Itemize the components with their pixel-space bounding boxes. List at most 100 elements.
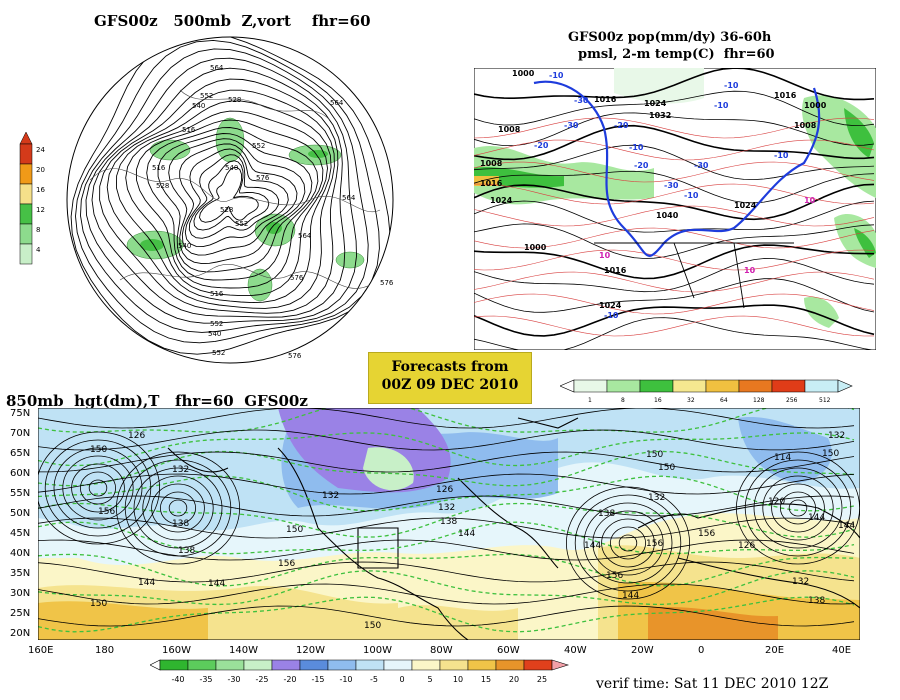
temp-scale-label: 15	[481, 675, 491, 684]
isobar	[474, 144, 875, 181]
height-label: 138	[172, 519, 189, 529]
temp-label: 10	[804, 196, 816, 205]
height-contour	[146, 127, 319, 281]
isobar	[474, 278, 875, 313]
vort-scale-label: 20	[36, 166, 45, 174]
temp-contour	[38, 450, 855, 487]
temp-scale-swatch	[327, 659, 357, 671]
height-label: 156	[278, 559, 295, 569]
height-label: 132	[792, 577, 809, 587]
temp-label: -30	[574, 96, 589, 105]
vort-scale-swatch	[19, 143, 33, 165]
height-label: 132	[648, 493, 665, 503]
temp-contour	[38, 408, 855, 433]
height-label: 540	[225, 164, 238, 172]
temp-isotherm	[474, 139, 875, 161]
height-contour	[574, 494, 682, 592]
height-contour	[753, 467, 843, 549]
height-contour	[80, 48, 369, 333]
height-label: 528	[156, 182, 169, 190]
pop-legend-arrow-left	[560, 379, 575, 393]
pressure-label: 1024	[734, 201, 757, 210]
vort-scale-bar: 24 20 16 12 8 4	[19, 132, 45, 265]
height-label: 126	[738, 541, 755, 551]
temp-isotherm	[474, 183, 875, 205]
temp-scale-label: 0	[399, 675, 404, 684]
height-contour	[618, 534, 638, 552]
temp-isotherm	[474, 117, 875, 139]
vort-scale-swatch	[19, 163, 33, 185]
height-contour	[151, 483, 205, 533]
height-contour	[116, 100, 332, 304]
pop-legend-swatch	[672, 379, 707, 393]
height-label: 576	[256, 174, 270, 182]
height-contour	[157, 133, 313, 273]
temp-label: -30	[694, 161, 709, 170]
pressure-label: 1000	[512, 69, 535, 78]
pressure-label: 1000	[524, 243, 547, 252]
temp-isotherm	[474, 293, 875, 315]
height-label: 144	[622, 591, 639, 601]
pressure-label: 1008	[480, 159, 503, 168]
pop-legend-label: 128	[753, 397, 765, 404]
pressure-label: 1008	[794, 121, 817, 130]
height-contour	[601, 518, 655, 568]
pop-legend-label: 32	[687, 397, 695, 404]
height-contour	[91, 67, 346, 318]
height-contour	[133, 467, 223, 549]
height-label: 564	[330, 99, 344, 107]
temp-isotherm	[474, 227, 875, 249]
isobar	[474, 258, 875, 293]
temp-contour	[38, 475, 855, 512]
vort-scale-label: 24	[36, 146, 45, 154]
height-label: 144	[138, 578, 155, 588]
forecast-line1: Forecasts from	[391, 359, 509, 375]
height-contour	[188, 154, 280, 239]
coastline	[637, 503, 860, 539]
height-label: 552	[200, 92, 213, 100]
lat-label: 60N	[10, 468, 30, 479]
height-contour	[85, 57, 357, 324]
isobar	[474, 170, 875, 204]
coastline	[677, 557, 860, 609]
temp-label: 10	[599, 251, 611, 260]
vort-panel-title: GFS00z 500mb Z,vort fhr=60	[94, 12, 371, 30]
height-label: 126	[436, 485, 453, 495]
height-label: 540	[178, 242, 191, 250]
temp-scale-swatch	[187, 659, 217, 671]
pop-title-line2: pmsl, 2-m temp(C) fhr=60	[578, 47, 775, 62]
pop-legend-swatch	[639, 379, 674, 393]
temp-contour	[38, 596, 855, 633]
temp-label: -10	[629, 143, 644, 152]
pop-legend-label: 512	[819, 397, 831, 404]
height-label: 540	[192, 102, 205, 110]
vort-scale-label: 4	[36, 246, 41, 254]
pressure-label: 1024	[644, 99, 667, 108]
pressure-label: 1016	[480, 179, 503, 188]
height-label: 120	[768, 497, 785, 507]
vort-scale-swatch	[19, 203, 33, 225]
vort-polar-map: 564 552 540 528 516 564 552 564 576 576 552 540 516 5…	[66, 36, 394, 364]
temp-contour	[38, 521, 855, 555]
pressure-label: 1016	[594, 95, 617, 104]
temp-label: -10	[684, 191, 699, 200]
coastline	[457, 477, 559, 569]
vort-scale-label: 16	[36, 186, 45, 194]
isobar	[474, 124, 875, 161]
height-label: 150	[286, 525, 303, 535]
pressure-label: 1032	[649, 111, 671, 120]
height-contour	[71, 463, 125, 513]
height-label: 150	[658, 463, 675, 473]
lat-label: 70N	[10, 428, 30, 439]
lon-label: 100W	[363, 645, 392, 656]
height-label: 150	[646, 450, 663, 460]
temp-scale-swatch	[439, 659, 469, 671]
height-contour	[62, 455, 134, 521]
temp-isotherm	[474, 271, 875, 293]
hgt-panel-title: 850mb hgt(dm),T fhr=60 GFS00z	[6, 392, 308, 410]
height-contour	[583, 502, 673, 584]
temp-scale-label: -35	[199, 675, 212, 684]
isobar	[474, 112, 875, 146]
height-label: 138	[808, 596, 825, 606]
pop-legend: 1 8 16 32 64 128 256 512	[560, 379, 853, 404]
